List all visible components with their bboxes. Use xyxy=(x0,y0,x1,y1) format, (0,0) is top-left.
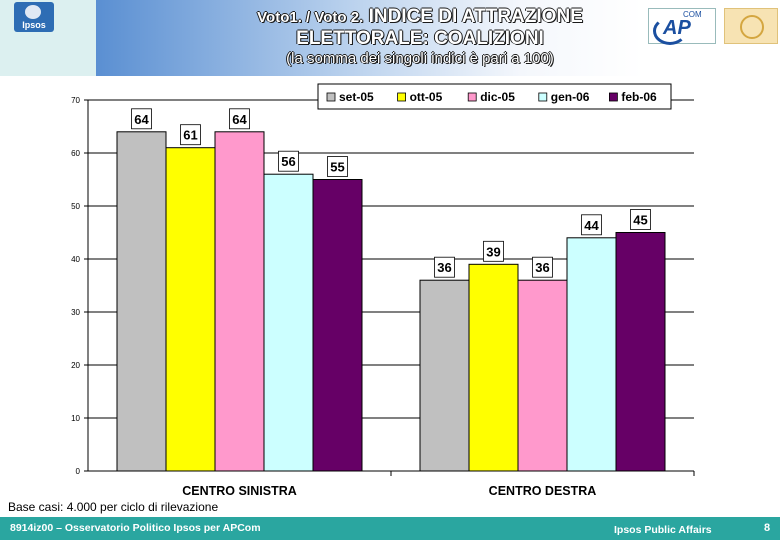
y-tick-label: 70 xyxy=(71,96,80,105)
data-label-box xyxy=(532,256,553,278)
footer-left-text: 8914iz00 – Osservatorio Politico Ipsos p… xyxy=(10,522,261,534)
data-label-box xyxy=(327,156,348,177)
page-number: 8 xyxy=(764,522,771,534)
slide-title-line2: ELETTORALE: COALIZIONI xyxy=(296,28,544,49)
partner-logo-icon xyxy=(724,8,778,44)
legend-label: ott-05 xyxy=(410,90,443,104)
partner-logo-ring xyxy=(740,15,764,39)
y-tick-label: 10 xyxy=(71,414,80,423)
data-label-box xyxy=(581,214,602,236)
bar xyxy=(214,131,265,472)
bar xyxy=(468,263,519,472)
header: Ipsos Voto1. / Voto 2. INDICE DI ATTRAZI… xyxy=(0,0,780,76)
ipsos-logo-mark xyxy=(25,5,41,19)
bar xyxy=(312,179,363,472)
title-prefix: Voto1. / Voto 2. xyxy=(257,9,364,26)
bar xyxy=(116,131,167,472)
base-note: Base casi: 4.000 per ciclo di rilevazion… xyxy=(8,500,219,514)
data-label-box xyxy=(131,108,152,130)
data-label: 36 xyxy=(535,260,549,275)
y-tick-label: 60 xyxy=(71,149,80,158)
apcom-swoosh xyxy=(653,17,687,45)
data-label-box xyxy=(180,124,201,146)
bar-chart: 0 10 20 30 40 50 60 70 64 61 64 56 55 CENTRO SINISTRA… xyxy=(71,83,695,498)
data-label-box xyxy=(434,256,455,278)
bar xyxy=(263,173,314,472)
ipsos-logo-icon: Ipsos xyxy=(14,2,54,32)
bar xyxy=(517,279,568,472)
apcom-logo-text: AP xyxy=(663,17,691,39)
category-label: CENTRO DESTRA xyxy=(489,484,597,498)
legend-label: feb-06 xyxy=(621,90,657,104)
ipsos-logo-text: Ipsos xyxy=(22,20,46,30)
data-label: 36 xyxy=(437,260,451,275)
data-label: 45 xyxy=(633,213,647,228)
legend-swatch xyxy=(326,92,336,102)
legend-label: set-05 xyxy=(339,90,374,104)
slide-subtitle: (la somma dei singoli indici è pari a 10… xyxy=(286,50,554,67)
legend-label: dic-05 xyxy=(480,90,515,104)
slide-title-line1: Voto1. / Voto 2. INDICE DI ATTRAZIONE xyxy=(160,6,680,29)
legend-label: gen-06 xyxy=(551,90,590,104)
legend-swatch xyxy=(467,92,477,102)
data-label: 61 xyxy=(183,128,197,143)
y-tick-label: 30 xyxy=(71,308,80,317)
apcom-logo-icon: AP COM xyxy=(648,8,716,45)
data-label: 44 xyxy=(584,218,599,233)
data-label-box xyxy=(630,209,651,230)
y-tick-label: 20 xyxy=(71,361,80,370)
apcom-logo-com: COM xyxy=(683,10,702,19)
category-label: CENTRO SINISTRA xyxy=(182,484,297,498)
y-tick-label: 50 xyxy=(71,202,80,211)
bar xyxy=(615,232,666,472)
footer-right-text: Ipsos Public Affairs xyxy=(614,524,712,536)
data-label-box xyxy=(483,240,504,262)
bar xyxy=(165,147,216,472)
logo-panel: Ipsos xyxy=(0,0,96,76)
bar xyxy=(566,237,617,472)
legend-swatch xyxy=(397,92,407,102)
data-label: 39 xyxy=(486,244,500,259)
legend-swatch xyxy=(538,92,548,102)
bar xyxy=(419,279,470,472)
y-tick-label: 0 xyxy=(76,467,81,476)
data-label: 64 xyxy=(134,112,149,127)
data-label-box xyxy=(229,108,250,130)
data-label: 64 xyxy=(232,112,247,127)
data-label: 56 xyxy=(281,154,295,169)
legend-swatch xyxy=(609,92,618,102)
data-label: 55 xyxy=(330,160,344,175)
y-tick-label: 40 xyxy=(71,255,80,264)
data-label-box xyxy=(278,150,299,172)
title-main: INDICE DI ATTRAZIONE xyxy=(368,6,583,27)
footer-bar xyxy=(0,517,780,540)
